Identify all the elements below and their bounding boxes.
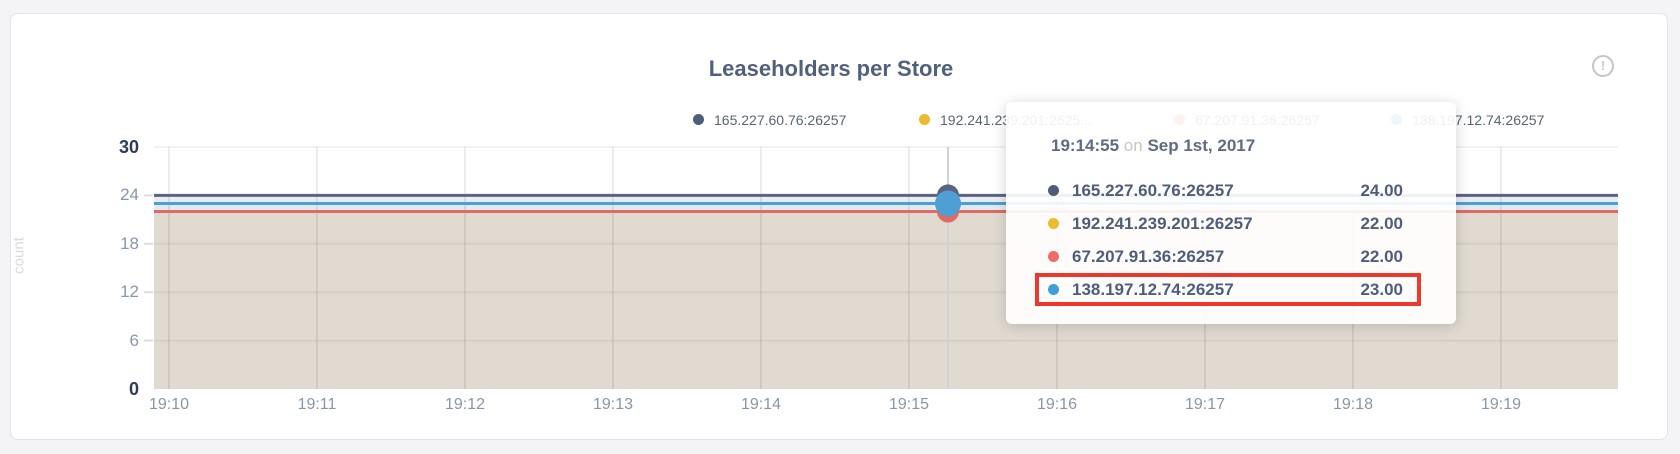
y-axis-label: count [10,237,28,274]
series-dot-icon [1048,251,1059,262]
tooltip-row: 165.227.60.76:26257 24.00 [1035,174,1421,207]
tooltip-series-name: 165.227.60.76:26257 [1072,180,1234,200]
y-tick-30: 30 [118,137,139,157]
hover-tooltip: 19:14:55 on Sep 1st, 2017 165.227.60.76:… [1006,102,1456,324]
exclamation-glyph: ! [1600,58,1606,73]
tooltip-row: 192.241.239.201:26257 22.00 [1035,207,1421,240]
tooltip-series-name: 192.241.239.201:26257 [1072,213,1253,233]
x-tick-19:17: 19:17 [1184,396,1226,413]
legend-label: 165.227.60.76:26257 [714,111,847,128]
tooltip-series-value: 24.00 [1360,180,1403,200]
x-tick-19:14: 19:14 [740,396,782,413]
series-dot-icon [1048,185,1059,196]
x-tick-19:19: 19:19 [1480,396,1522,413]
tooltip-header: 19:14:55 on Sep 1st, 2017 [1051,132,1421,160]
tooltip-row: 67.207.91.36:26257 22.00 [1035,240,1421,273]
y-tick-12: 12 [120,282,139,302]
series-dot-icon [1048,284,1059,295]
legend-item-165-227-60-76-26257[interactable]: 165.227.60.76:26257 [693,111,846,128]
y-tick-18: 18 [120,233,139,253]
x-tick-19:10: 19:10 [148,396,190,413]
legend-dot-icon [919,114,930,125]
tooltip-series-value: 22.00 [1360,246,1403,266]
tooltip-row-highlighted: 138.197.12.74:26257 23.00 [1035,273,1421,306]
chart-title: Leaseholders per Store [708,56,954,81]
x-tick-19:12: 19:12 [444,396,486,413]
x-tick-19:18: 19:18 [1332,396,1374,413]
tooltip-series-name: 138.197.12.74:26257 [1072,279,1234,299]
tooltip-rows: 165.227.60.76:26257 24.00 192.241.239.201:… [1035,174,1421,306]
tooltip-series-value: 23.00 [1360,279,1403,299]
hover-point [935,190,961,217]
tooltip-series-value: 22.00 [1360,213,1403,233]
x-tick-19:16: 19:16 [1036,396,1078,413]
series-dot-icon [1048,218,1059,229]
y-tick-24: 24 [120,185,139,205]
y-tick-0: 0 [128,379,139,399]
info-icon[interactable]: ! [1592,55,1614,77]
tooltip-time: 19:14:55 [1051,136,1120,155]
x-tick-19:11: 19:11 [297,396,337,413]
chart-card: Leaseholders per Store ! count 30 24 18 12 6… [10,13,1668,440]
tooltip-connector: on [1123,136,1143,155]
x-tick-19:15: 19:15 [888,396,930,413]
legend-dot-icon [693,114,704,125]
x-tick-19:13: 19:13 [592,396,634,413]
tooltip-date: Sep 1st, 2017 [1147,136,1256,155]
y-tick-6: 6 [129,330,139,350]
tooltip-series-name: 67.207.91.36:26257 [1072,246,1225,266]
